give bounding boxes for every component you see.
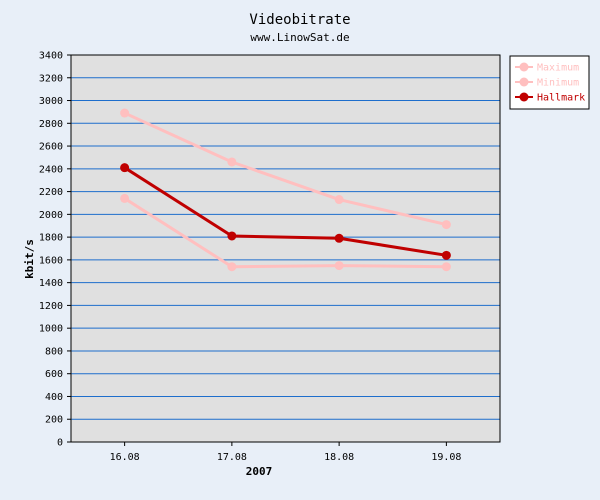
legend-swatch-marker xyxy=(519,92,529,102)
data-point xyxy=(441,220,451,230)
x-axis-ticks: 16.08 17.08 18.08 19.08 xyxy=(110,442,461,463)
data-point xyxy=(441,262,451,272)
legend-item: Hallmark xyxy=(515,92,585,104)
y-axis-ticks: 0 200 400 600 800 1000 1200 1400 1600 1800 2000 220… xyxy=(39,51,71,449)
legend-swatch-marker xyxy=(519,77,529,87)
legend-label: Minimum xyxy=(537,78,579,89)
x-tick-label: 17.08 xyxy=(217,452,247,463)
y-axis-label: kbit/s xyxy=(23,239,36,279)
y-tick-label: 3000 xyxy=(39,96,63,107)
series-line xyxy=(124,111,447,227)
series-minimum xyxy=(120,193,451,272)
series-maximum xyxy=(120,108,451,230)
x-axis-label: 2007 xyxy=(246,465,273,478)
data-point xyxy=(441,250,451,260)
y-tick-label: 1000 xyxy=(39,324,63,335)
y-tick-label: 0 xyxy=(57,438,63,449)
plot-area xyxy=(71,55,500,442)
y-tick-label: 200 xyxy=(45,415,63,426)
data-point xyxy=(120,193,130,203)
x-tick-label: 18.08 xyxy=(324,452,354,463)
y-tick-label: 2400 xyxy=(39,164,63,175)
legend-label: Hallmark xyxy=(537,93,585,104)
data-point xyxy=(227,231,237,241)
y-tick-label: 1400 xyxy=(39,278,63,289)
series-line xyxy=(123,197,447,269)
x-tick-label: 19.08 xyxy=(431,452,461,463)
data-point xyxy=(227,262,237,272)
legend: Maximum Minimum Hallmark xyxy=(509,55,590,110)
data-point xyxy=(334,233,344,243)
plot-border xyxy=(70,54,501,443)
y-tick-label: 400 xyxy=(45,392,63,403)
y-tick-label: 2600 xyxy=(39,142,63,153)
data-point xyxy=(334,195,344,205)
series-hallmark xyxy=(120,163,451,260)
x-tick-label: 16.08 xyxy=(110,452,140,463)
y-tick-label: 1200 xyxy=(39,301,63,312)
y-tick-label: 2200 xyxy=(39,187,63,198)
y-tick-label: 1600 xyxy=(39,255,63,266)
data-point xyxy=(120,163,130,173)
y-tick-label: 800 xyxy=(45,346,63,357)
chart-subtitle: www.LinowSat.de xyxy=(250,31,349,44)
data-point xyxy=(120,108,130,118)
y-tick-label: 1800 xyxy=(39,233,63,244)
data-point xyxy=(227,157,237,167)
y-tick-label: 3200 xyxy=(39,73,63,84)
series-line xyxy=(123,166,447,257)
y-tick-label: 2000 xyxy=(39,210,63,221)
series-group xyxy=(120,108,451,272)
legend-item: Minimum xyxy=(515,77,579,89)
data-point xyxy=(334,261,344,271)
legend-item: Maximum xyxy=(515,62,579,74)
legend-swatch-marker xyxy=(519,62,529,72)
axes xyxy=(70,54,501,443)
y-tick-label: 2800 xyxy=(39,119,63,130)
y-tick-label: 3400 xyxy=(39,51,63,62)
y-tick-label: 600 xyxy=(45,369,63,380)
chart-title: Videobitrate xyxy=(249,12,350,28)
legend-label: Maximum xyxy=(537,63,579,74)
